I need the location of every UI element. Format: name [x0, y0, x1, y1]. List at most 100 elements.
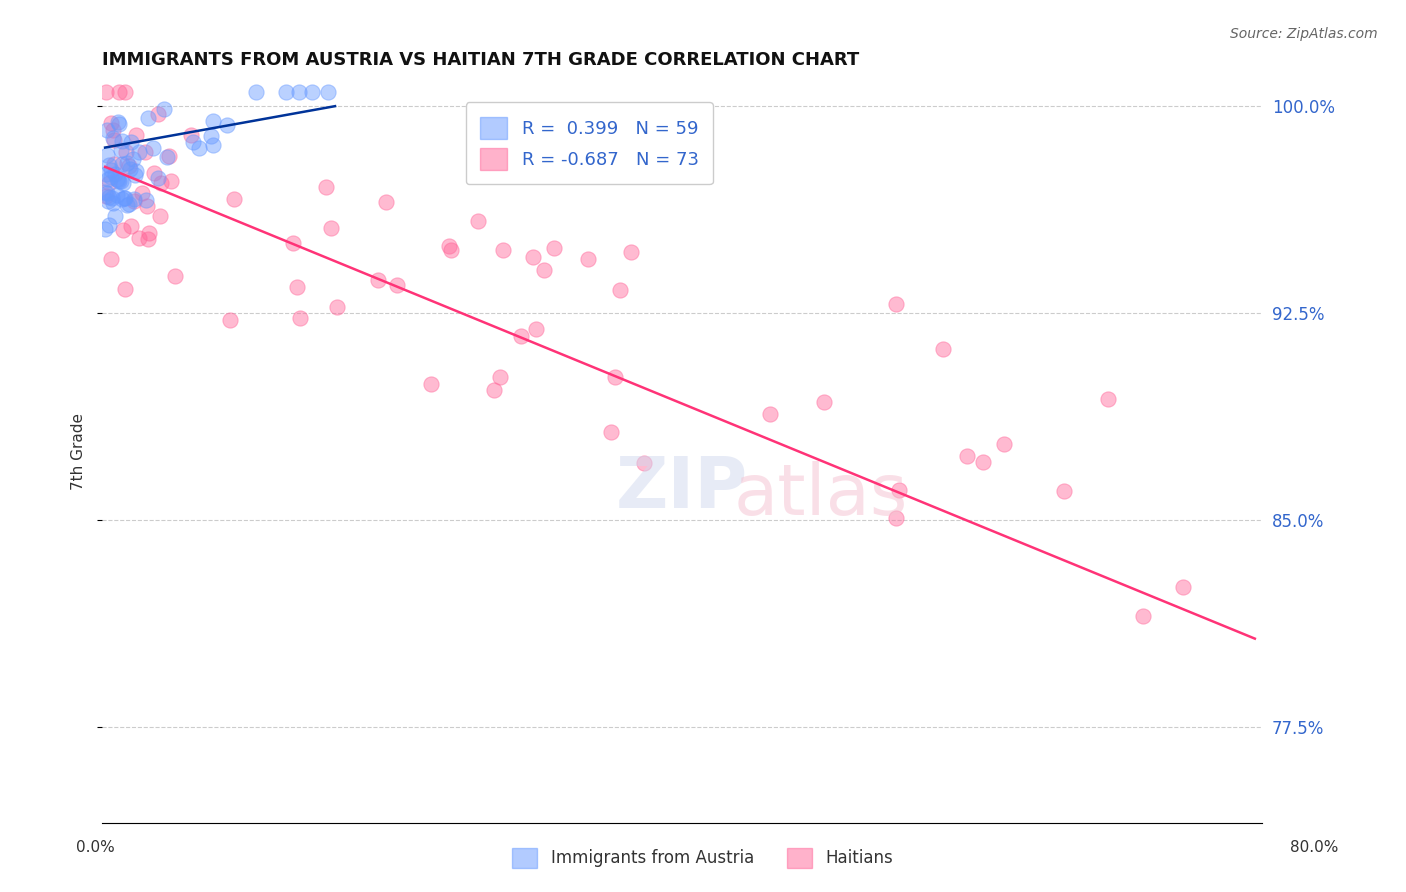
Haitians	[138, 226, 160, 240]
Immigrants from Austria	[107, 173, 129, 187]
Haitians	[576, 252, 599, 266]
Immigrants from Austria	[122, 192, 145, 206]
Y-axis label: 7th Grade: 7th Grade	[72, 412, 86, 490]
Haitians	[131, 186, 153, 200]
Haitians	[100, 116, 122, 130]
Immigrants from Austria	[114, 191, 136, 205]
Immigrants from Austria	[111, 192, 134, 206]
Haitians	[96, 189, 118, 203]
Immigrants from Austria	[201, 114, 224, 128]
Immigrants from Austria	[111, 134, 134, 148]
Haitians	[1171, 580, 1194, 594]
Haitians	[103, 133, 125, 147]
Haitians	[285, 280, 308, 294]
Haitians	[492, 243, 515, 257]
Immigrants from Austria	[104, 167, 127, 181]
Haitians	[118, 159, 141, 173]
Haitians	[599, 425, 621, 439]
Immigrants from Austria	[188, 141, 211, 155]
Immigrants from Austria	[274, 86, 297, 100]
Immigrants from Austria	[97, 190, 120, 204]
Haitians	[142, 166, 165, 180]
Immigrants from Austria	[115, 155, 138, 169]
Haitians	[510, 328, 533, 343]
Haitians	[103, 157, 125, 171]
Haitians	[288, 311, 311, 326]
Haitians	[932, 342, 955, 356]
Haitians	[972, 455, 994, 469]
Text: 0.0%: 0.0%	[76, 840, 115, 855]
Immigrants from Austria	[94, 186, 117, 200]
Immigrants from Austria	[118, 162, 141, 177]
Haitians	[150, 176, 173, 190]
Haitians	[101, 123, 124, 137]
Immigrants from Austria	[112, 177, 135, 191]
Immigrants from Austria	[301, 86, 323, 100]
Haitians	[1053, 483, 1076, 498]
Haitians	[146, 107, 169, 121]
Haitians	[159, 174, 181, 188]
Immigrants from Austria	[156, 150, 179, 164]
Immigrants from Austria	[122, 152, 145, 166]
Haitians	[222, 192, 245, 206]
Haitians	[533, 263, 555, 277]
Immigrants from Austria	[104, 209, 127, 223]
Haitians	[375, 195, 398, 210]
Haitians	[489, 370, 512, 384]
Immigrants from Austria	[107, 115, 129, 129]
Text: IMMIGRANTS FROM AUSTRIA VS HAITIAN 7TH GRADE CORRELATION CHART: IMMIGRANTS FROM AUSTRIA VS HAITIAN 7TH G…	[103, 51, 859, 69]
Immigrants from Austria	[111, 157, 134, 171]
Immigrants from Austria	[107, 188, 129, 202]
Haitians	[149, 209, 172, 223]
Immigrants from Austria	[100, 170, 122, 185]
Haitians	[165, 268, 187, 283]
Immigrants from Austria	[101, 131, 124, 145]
Immigrants from Austria	[94, 221, 117, 235]
Haitians	[136, 232, 159, 246]
Text: 80.0%: 80.0%	[1291, 840, 1339, 855]
Haitians	[440, 244, 463, 258]
Haitians	[114, 282, 136, 296]
Immigrants from Austria	[135, 194, 157, 208]
Haitians	[1097, 392, 1119, 406]
Haitians	[114, 86, 136, 100]
Immigrants from Austria	[142, 141, 165, 155]
Immigrants from Austria	[96, 123, 118, 137]
Haitians	[759, 407, 782, 421]
Haitians	[993, 437, 1015, 451]
Haitians	[956, 450, 979, 464]
Immigrants from Austria	[97, 219, 120, 233]
Immigrants from Austria	[100, 162, 122, 177]
Haitians	[111, 222, 134, 236]
Immigrants from Austria	[100, 190, 122, 204]
Haitians	[115, 145, 138, 159]
Text: atlas: atlas	[734, 461, 908, 530]
Haitians	[122, 194, 145, 208]
Legend: Immigrants from Austria, Haitians: Immigrants from Austria, Haitians	[506, 841, 900, 875]
Haitians	[367, 273, 389, 287]
Haitians	[420, 377, 443, 392]
Immigrants from Austria	[97, 194, 120, 208]
Haitians	[136, 198, 159, 212]
Immigrants from Austria	[112, 191, 135, 205]
Haitians	[620, 244, 643, 259]
Immigrants from Austria	[96, 147, 118, 161]
Immigrants from Austria	[97, 172, 120, 186]
Legend: R =  0.399   N = 59, R = -0.687   N = 73: R = 0.399 N = 59, R = -0.687 N = 73	[465, 103, 713, 185]
Immigrants from Austria	[120, 136, 142, 150]
Immigrants from Austria	[107, 174, 129, 188]
Haitians	[1132, 609, 1154, 624]
Haitians	[524, 321, 547, 335]
Immigrants from Austria	[124, 168, 146, 182]
Haitians	[319, 220, 342, 235]
Text: ZIP: ZIP	[616, 454, 748, 523]
Haitians	[482, 383, 505, 397]
Text: Source: ZipAtlas.com: Source: ZipAtlas.com	[1230, 27, 1378, 41]
Haitians	[543, 241, 565, 255]
Haitians	[219, 313, 242, 327]
Haitians	[283, 235, 305, 250]
Haitians	[813, 395, 835, 409]
Haitians	[439, 239, 461, 253]
Immigrants from Austria	[96, 186, 118, 200]
Immigrants from Austria	[115, 197, 138, 211]
